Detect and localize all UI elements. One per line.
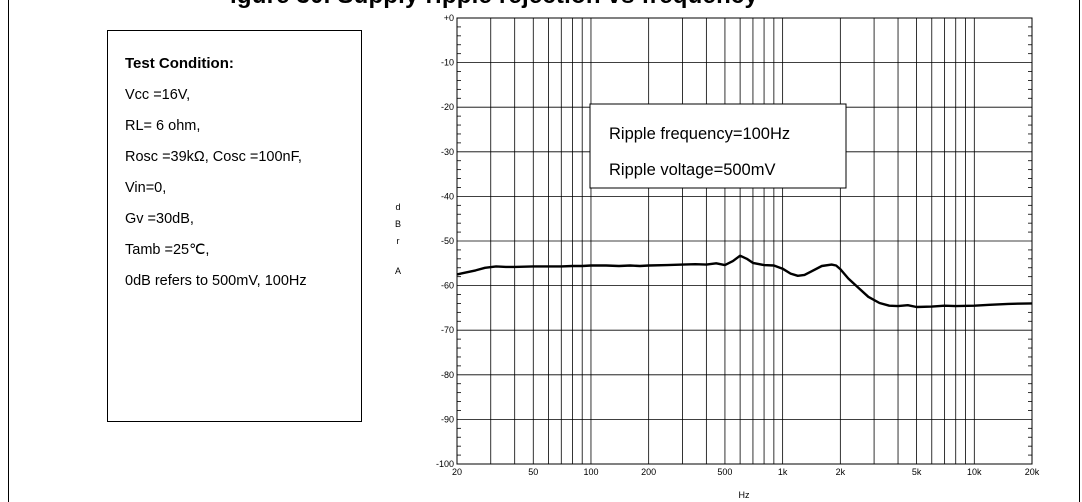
annotation-box	[589, 103, 847, 189]
series-line	[456, 254, 1033, 309]
x-tick-label: 200	[641, 467, 656, 477]
x-tick-label: 1k	[778, 467, 788, 477]
y-tick-label: -10	[441, 58, 454, 68]
x-tick-label: 20	[452, 467, 462, 477]
x-axis-label: Hz	[739, 490, 750, 500]
figure-title: igure 30. Supply ripple rejection vs fre…	[230, 0, 758, 10]
y-tick-label: -80	[441, 370, 454, 380]
test-condition-line: Vin=0,	[125, 180, 167, 196]
y-tick-label: -40	[441, 191, 454, 201]
y-tick-label: -30	[441, 147, 454, 157]
test-condition-box: Test Condition: Vcc =16V, RL= 6 ohm, Ros…	[107, 30, 362, 422]
test-condition-line: 0dB refers to 500mV, 100Hz	[125, 273, 307, 289]
y-tick-label: -100	[436, 459, 454, 469]
y-tick-label: +0	[444, 13, 454, 23]
x-tick-label: 10k	[967, 467, 982, 477]
x-tick-label: 100	[583, 467, 598, 477]
figure-frame	[8, 0, 1080, 502]
y-tick-label: -70	[441, 325, 454, 335]
y-tick-label: -50	[441, 236, 454, 246]
test-condition-line: Rosc =39kΩ, Cosc =100nF,	[125, 149, 302, 165]
x-tick-label: 50	[528, 467, 538, 477]
x-tick-label: 2k	[836, 467, 846, 477]
x-tick-label: 5k	[912, 467, 922, 477]
y-tick-label: -20	[441, 102, 454, 112]
test-condition-line: Gv =30dB,	[125, 211, 194, 227]
y-axis-label-a: A	[395, 266, 401, 276]
y-axis-label-b: B	[395, 219, 401, 229]
annotation-ripple-frequency: Ripple frequency=100Hz	[609, 125, 790, 143]
y-axis-label-d: d	[395, 202, 400, 212]
test-condition-line: Tamb =25℃,	[125, 242, 210, 258]
y-tick-label: -60	[441, 281, 454, 291]
test-condition-line: Vcc =16V,	[125, 87, 191, 103]
test-condition-line: RL= 6 ohm,	[125, 118, 201, 134]
annotation-ripple-voltage: Ripple voltage=500mV	[609, 161, 775, 179]
x-tick-label: 500	[717, 467, 732, 477]
y-tick-label: -90	[441, 414, 454, 424]
y-axis-label-r: r	[397, 236, 400, 246]
test-condition-title: Test Condition:	[125, 55, 234, 72]
x-tick-label: 20k	[1025, 467, 1040, 477]
